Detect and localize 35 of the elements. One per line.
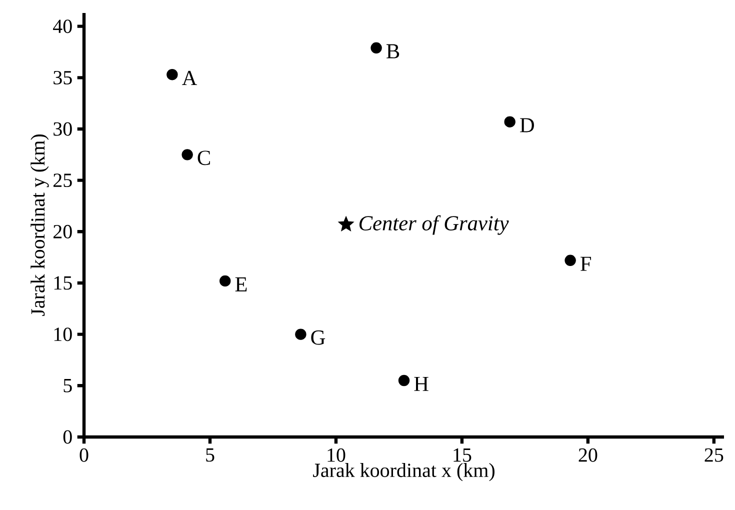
- y-tick-label: 30: [54, 122, 72, 136]
- y-tick-label: 0: [63, 430, 72, 444]
- y-axis-title: Jarak koordinat y (km): [30, 134, 49, 316]
- annotation: F: [580, 256, 591, 271]
- point: [504, 116, 516, 128]
- y-tick-label: 15: [54, 276, 72, 290]
- x-tick-label: 10: [328, 448, 346, 462]
- annotation: Center of Gravity: [360, 215, 509, 235]
- point: [398, 374, 410, 386]
- annotation: G: [311, 330, 326, 345]
- x-tick-label: 0: [80, 448, 88, 462]
- x-tick-label: 20: [578, 448, 598, 462]
- point: [295, 328, 306, 340]
- y-tick-label: 20: [54, 224, 72, 238]
- annotation: C: [198, 150, 210, 166]
- x-tick-label: 25: [704, 448, 724, 462]
- annotation: E: [235, 277, 247, 292]
- point: [182, 149, 193, 160]
- point: [338, 216, 354, 232]
- annotation: D: [520, 118, 534, 132]
- y-tick-label: 25: [54, 174, 72, 188]
- annotation: H: [414, 376, 428, 391]
- annotation: A: [182, 70, 198, 85]
- point: [564, 254, 576, 266]
- point: [220, 275, 231, 287]
- point: [166, 68, 178, 80]
- y-tick-label: 35: [54, 70, 72, 84]
- y-tick-label: 10: [54, 328, 72, 342]
- x-tick-label: 15: [454, 448, 472, 462]
- x-axis-title: Jarak koordinat x (km): [313, 463, 494, 482]
- x-tick-label: 5: [206, 448, 214, 462]
- annotation: B: [386, 44, 400, 58]
- y-tick-label: 40: [53, 20, 72, 34]
- point: [370, 42, 382, 54]
- y-tick-label: 5: [64, 379, 72, 392]
